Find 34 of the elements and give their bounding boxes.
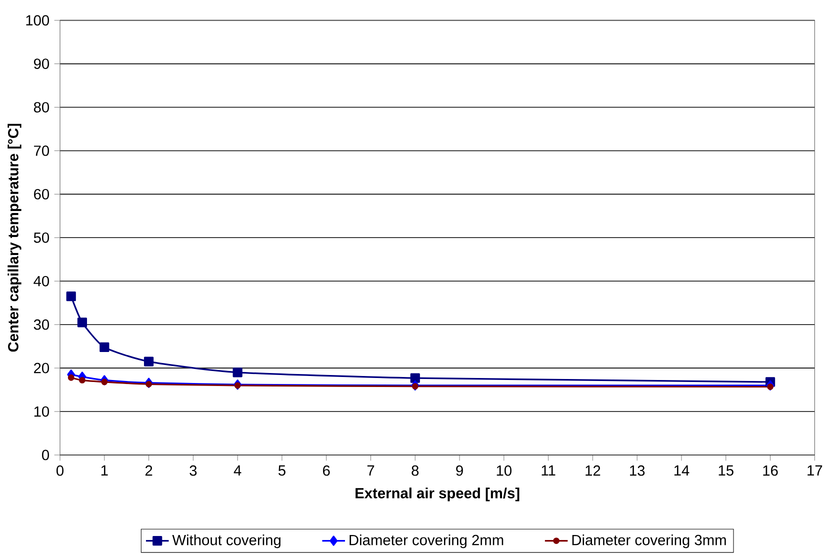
x-tick-label: 6 — [323, 465, 330, 476]
legend-label: Diameter covering 3mm — [572, 534, 726, 548]
legend-label: Diameter covering 2mm — [350, 534, 504, 548]
x-tick-label: 2 — [145, 465, 152, 476]
y-tick-label: 0 — [42, 450, 50, 460]
x-tick-label: 15 — [718, 465, 734, 476]
x-tick-label: 11 — [542, 465, 556, 476]
x-tick-label: 17 — [808, 465, 822, 476]
y-tick-label: 80 — [34, 102, 50, 112]
x-tick-label: 8 — [412, 465, 419, 476]
x-tick-label: 7 — [367, 465, 374, 476]
y-tick-label: 90 — [34, 58, 50, 69]
x-tick-label: 13 — [630, 465, 645, 476]
x-tick-label: 10 — [496, 465, 512, 476]
y-tick-label: 50 — [34, 232, 50, 243]
y-tick-label: 60 — [34, 189, 50, 200]
x-tick-label: 12 — [586, 465, 600, 476]
y-tick-label: 20 — [34, 362, 50, 374]
x-tick-label: 3 — [190, 465, 197, 476]
legend-label: Without covering — [172, 534, 280, 548]
y-tick-label: 40 — [34, 276, 50, 286]
x-axis-title: External air speed [m/s] — [356, 488, 520, 502]
x-tick-label: 14 — [674, 465, 690, 476]
x-tick-label: 4 — [234, 465, 242, 476]
y-tick-label: 70 — [34, 146, 50, 156]
x-tick-label: 5 — [278, 465, 286, 476]
x-tick-label: 9 — [456, 465, 463, 476]
y-tick-label: 10 — [34, 406, 50, 417]
y-tick-label: 30 — [34, 319, 50, 330]
x-tick-label: 1 — [101, 465, 108, 476]
x-tick-label: 16 — [763, 465, 778, 476]
x-tick-label: 0 — [56, 465, 64, 476]
y-axis-title: Center capillary temperature [°C] — [8, 124, 22, 352]
y-tick-label: 100 — [26, 15, 50, 26]
